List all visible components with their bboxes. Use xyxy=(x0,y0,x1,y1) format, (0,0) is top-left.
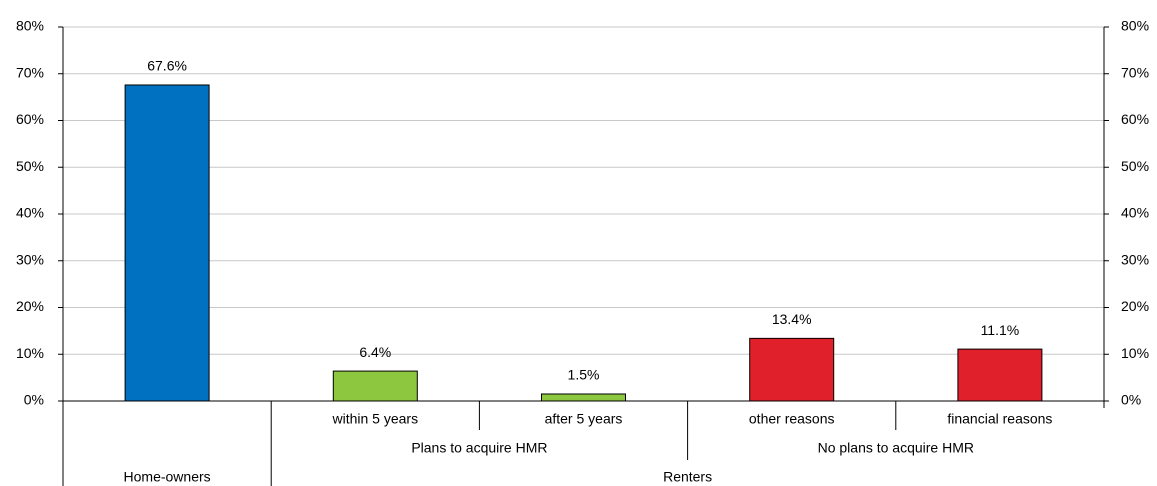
data-label: 13.4% xyxy=(772,311,812,327)
x-tick-label: financial reasons xyxy=(947,411,1052,427)
y2-tick-label: 0% xyxy=(1121,392,1141,408)
y-tick-label: 20% xyxy=(16,298,44,314)
x-tick-label: other reasons xyxy=(749,411,835,427)
group-label: No plans to acquire HMR xyxy=(818,440,974,456)
y2-tick-label: 70% xyxy=(1121,64,1149,80)
y-tick-label: 70% xyxy=(16,64,44,80)
y-tick-label: 50% xyxy=(16,158,44,174)
y-tick-label: 10% xyxy=(16,345,44,361)
y-tick-label: 80% xyxy=(16,18,44,34)
data-label: 6.4% xyxy=(359,344,391,360)
y2-tick-label: 30% xyxy=(1121,251,1149,267)
x-tick-label: within 5 years xyxy=(332,411,419,427)
y-tick-label: 0% xyxy=(24,392,44,408)
y-tick-label: 30% xyxy=(16,251,44,267)
y-tick-label: 60% xyxy=(16,111,44,127)
data-label: 67.6% xyxy=(147,58,187,74)
bar xyxy=(332,370,418,402)
y-tick-label: 40% xyxy=(16,205,44,221)
bar xyxy=(124,84,210,402)
data-label: 11.1% xyxy=(981,322,1020,338)
group-label: Home-owners xyxy=(124,469,211,485)
group-label: Renters xyxy=(663,469,712,485)
y2-tick-label: 50% xyxy=(1121,158,1149,174)
bar xyxy=(957,348,1043,402)
bar xyxy=(749,337,835,402)
y2-tick-label: 80% xyxy=(1121,18,1149,34)
y2-tick-label: 60% xyxy=(1121,111,1149,127)
x-tick-label: after 5 years xyxy=(545,411,623,427)
group-label: Plans to acquire HMR xyxy=(411,440,547,456)
data-label: 1.5% xyxy=(568,367,600,383)
bar xyxy=(541,393,626,402)
y2-tick-label: 40% xyxy=(1121,205,1149,221)
y2-tick-label: 10% xyxy=(1121,345,1149,361)
y2-tick-label: 20% xyxy=(1121,298,1149,314)
